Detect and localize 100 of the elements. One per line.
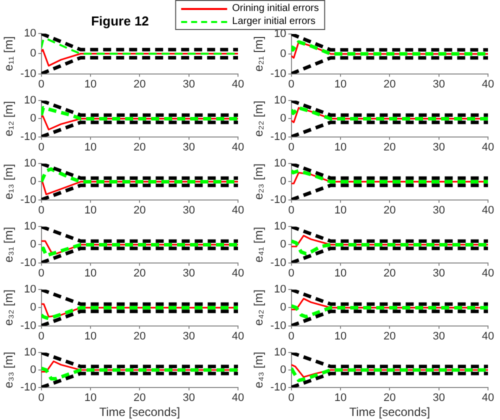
- x-tick-label: 40: [482, 392, 494, 404]
- x-tick-label: 0: [288, 141, 294, 154]
- x-tick-label: 20: [384, 78, 396, 90]
- y-tick-label: 0: [280, 302, 286, 314]
- x-tick-label: 0: [288, 330, 294, 342]
- y-axis-title: e₁₁ [m]: [2, 36, 16, 72]
- y-tick-label: 0: [30, 48, 36, 60]
- x-tick-label: 30: [182, 78, 195, 90]
- x-tick-label: 40: [232, 141, 244, 154]
- x-tick-label: 30: [432, 141, 445, 154]
- y-tick-label: 0: [30, 364, 36, 376]
- x-tick-label: 0: [38, 141, 44, 154]
- y-tick-label: -10: [270, 68, 286, 80]
- x-tick-label: 30: [182, 392, 195, 404]
- x-tick-label: 10: [334, 78, 347, 90]
- x-tick-label: 10: [84, 392, 97, 404]
- legend-label: Orining initial errors: [232, 3, 319, 14]
- y-tick-label: 0: [30, 302, 36, 314]
- x-tick-label: 30: [432, 78, 445, 90]
- y-tick-label: -10: [20, 194, 36, 206]
- x-axis-title: Time [seconds]: [99, 405, 180, 420]
- x-tick-label: 0: [288, 267, 294, 280]
- x-tick-label: 40: [482, 141, 494, 154]
- y-tick-label: -10: [20, 256, 36, 269]
- line-series: [41, 366, 238, 380]
- x-tick-label: 40: [232, 330, 244, 342]
- x-tick-label: 40: [232, 78, 244, 90]
- x-tick-label: 40: [232, 392, 244, 404]
- x-tick-label: 40: [482, 330, 494, 342]
- y-tick-label: -10: [20, 320, 36, 332]
- x-tick-label: 0: [288, 392, 294, 404]
- x-tick-label: 10: [84, 330, 97, 342]
- y-axis-title: e₂₃ [m]: [252, 164, 266, 200]
- y-axis-title: e₃₁ [m]: [2, 226, 16, 263]
- line-series: [291, 239, 488, 256]
- x-tick-label: 10: [334, 330, 347, 342]
- y-tick-label: -10: [270, 194, 286, 206]
- y-tick-label: -10: [20, 381, 36, 394]
- x-tick-label: 20: [134, 267, 146, 280]
- x-tick-label: 20: [384, 330, 396, 342]
- x-tick-label: 20: [384, 392, 396, 404]
- y-tick-label: -10: [20, 68, 36, 80]
- chart-title: Figure 12: [91, 13, 149, 28]
- line-series: [291, 40, 488, 56]
- x-tick-label: 10: [334, 267, 347, 280]
- line-series: [291, 106, 488, 120]
- x-tick-label: 40: [482, 267, 494, 280]
- y-tick-label: 10: [274, 284, 286, 296]
- y-tick-label: 10: [24, 284, 36, 296]
- y-tick-label: 10: [24, 158, 36, 170]
- line-series: [291, 366, 488, 382]
- y-tick-label: 10: [24, 94, 36, 107]
- x-tick-label: 0: [38, 392, 44, 404]
- x-tick-label: 10: [84, 267, 97, 280]
- y-tick-label: 0: [280, 364, 286, 376]
- legend-label: Larger initial errors: [232, 16, 316, 27]
- y-tick-label: 0: [280, 238, 286, 251]
- y-tick-label: 10: [24, 346, 36, 359]
- x-tick-label: 0: [38, 204, 44, 216]
- y-tick-label: -10: [20, 130, 36, 143]
- x-tick-label: 10: [84, 204, 97, 216]
- x-tick-label: 10: [334, 141, 347, 154]
- x-tick-label: 30: [182, 330, 195, 342]
- y-tick-label: 0: [30, 238, 36, 251]
- x-tick-label: 40: [482, 78, 494, 90]
- x-tick-label: 20: [384, 267, 396, 280]
- y-tick-label: -10: [270, 130, 286, 143]
- x-tick-label: 20: [134, 204, 146, 216]
- y-tick-label: -10: [270, 256, 286, 269]
- x-tick-label: 40: [232, 267, 244, 280]
- y-axis-title: e₄₃ [m]: [252, 352, 266, 388]
- x-tick-label: 30: [182, 267, 195, 280]
- y-tick-label: 10: [274, 346, 286, 359]
- y-tick-label: 0: [30, 176, 36, 188]
- x-tick-label: 10: [84, 78, 97, 90]
- y-axis-title: e₁₂ [m]: [2, 101, 16, 136]
- y-tick-label: 0: [30, 112, 36, 125]
- x-tick-label: 0: [288, 78, 294, 90]
- x-tick-label: 10: [334, 204, 347, 216]
- x-tick-label: 30: [432, 330, 445, 342]
- y-axis-title: e₃₃ [m]: [2, 352, 16, 388]
- x-tick-label: 10: [84, 141, 97, 154]
- x-tick-label: 0: [38, 330, 44, 342]
- x-tick-label: 20: [384, 141, 396, 154]
- line-series: [291, 169, 488, 184]
- x-tick-label: 20: [134, 78, 146, 90]
- y-tick-label: 10: [274, 158, 286, 170]
- x-tick-label: 20: [134, 141, 146, 154]
- y-tick-label: 0: [280, 112, 286, 125]
- x-tick-label: 10: [334, 392, 347, 404]
- y-tick-label: -10: [270, 381, 286, 394]
- x-tick-label: 30: [432, 267, 445, 280]
- y-axis-title: e₃₂ [m]: [2, 290, 16, 326]
- y-tick-label: -10: [270, 320, 286, 332]
- y-tick-label: 10: [24, 28, 36, 40]
- x-tick-label: 0: [38, 78, 44, 90]
- x-axis-title: Time [seconds]: [349, 405, 430, 420]
- x-tick-label: 0: [38, 267, 44, 280]
- y-tick-label: 10: [274, 220, 286, 233]
- x-tick-label: 30: [182, 204, 195, 216]
